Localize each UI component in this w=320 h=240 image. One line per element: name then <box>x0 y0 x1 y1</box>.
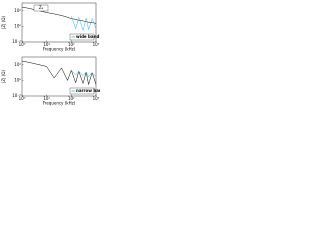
x-tick-label: 10¹ <box>43 42 50 47</box>
y-tick-label: 10² <box>14 8 21 13</box>
x-axis-label: Frequency (kHz) <box>43 101 76 106</box>
x-tick-label: 10² <box>68 96 75 101</box>
y-tick-label: 10⁻² <box>12 93 21 98</box>
annotation: Zₐ <box>39 5 44 10</box>
legend-label: wide band <box>76 34 99 39</box>
legend-box <box>69 33 95 41</box>
x-axis-label: Frequency (kHz) <box>43 47 76 52</box>
y-axis-label: |Z| (Ω) <box>1 70 6 83</box>
x-tick-label: 10⁰ <box>19 42 26 47</box>
y-tick-label: 10⁰ <box>14 23 21 28</box>
x-tick-label: 10² <box>68 42 75 47</box>
y-tick-label: 10² <box>14 62 21 67</box>
legend-label: narrow band <box>76 88 100 93</box>
x-tick-label: 10³ <box>93 42 100 47</box>
x-tick-label: 10¹ <box>43 96 50 101</box>
series-line <box>71 70 97 78</box>
annotation-box <box>33 4 49 12</box>
y-tick-label: 10⁻² <box>12 39 21 44</box>
series-line <box>71 16 97 32</box>
y-tick-label: 10⁰ <box>14 77 21 82</box>
series-line <box>21 60 97 85</box>
x-tick-label: 10⁰ <box>19 96 26 101</box>
x-tick-label: 10³ <box>93 96 100 101</box>
legend-box <box>69 87 95 95</box>
y-axis-label: |Z| (Ω) <box>1 16 6 29</box>
